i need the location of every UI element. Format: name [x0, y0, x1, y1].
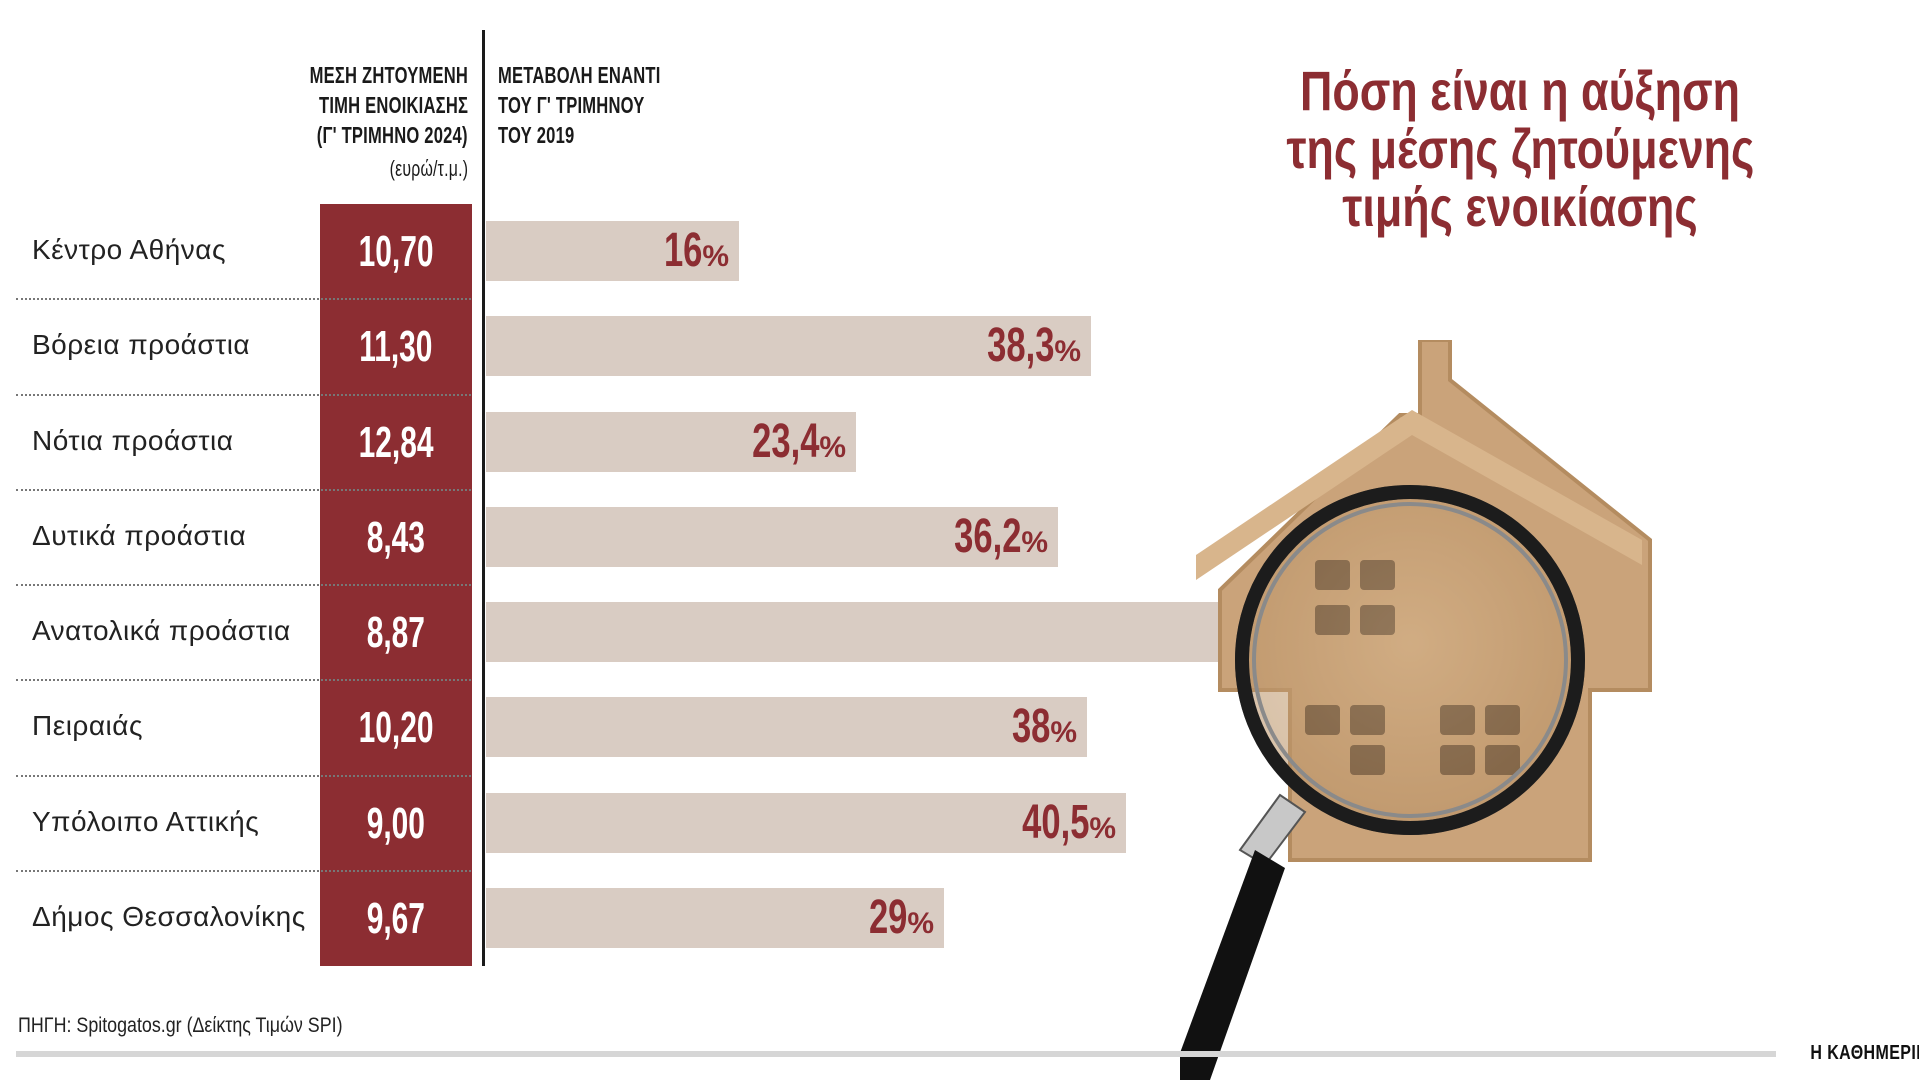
change-bar: 38% — [486, 697, 1087, 758]
price-value-text: 12,84 — [358, 417, 434, 467]
price-value: 8,43 — [320, 513, 472, 563]
change-column-header: ΜΕΤΑΒΟΛΗ ΕΝΑΝΤΙ ΤΟΥ Γ' ΤΡΙΜΗΝΟΥ ΤΟΥ 2019 — [498, 60, 798, 150]
bar-value-label: 36,2% — [928, 509, 1048, 571]
price-value-text: 8,87 — [366, 608, 426, 657]
change-bar: 29% — [486, 887, 944, 948]
price-value: 10,20 — [320, 703, 472, 753]
bar-value-unit: % — [1089, 811, 1116, 845]
bar-value-number: 40,5 — [1022, 795, 1090, 849]
row-divider — [16, 393, 471, 396]
bar-value-label: 16% — [649, 223, 729, 285]
price-value-text: 11,30 — [359, 322, 433, 372]
chart-title: Πόση είναι η αύξηση της μέσης ζητούμενης… — [1170, 62, 1870, 236]
price-header-line-1: ΜΕΣΗ ΖΗΤΟΥΜΕΝΗ — [309, 62, 468, 88]
price-value-text: 10,70 — [358, 227, 434, 276]
row-label: Πειραιάς — [32, 710, 143, 742]
price-header-line-3: (Γ' ΤΡΙΜΗΝΟ 2024) — [317, 122, 468, 148]
row-label: Υπόλοιπο Αττικής — [32, 805, 260, 837]
bar-value-label: 38% — [997, 699, 1077, 761]
row-divider — [16, 298, 471, 301]
bar-value-unit: % — [1050, 716, 1077, 750]
row-label: Ανατολικά προάστια — [32, 615, 291, 646]
bar-value-unit: % — [1021, 525, 1048, 559]
bar-value-label: 23,4% — [726, 414, 846, 476]
bar-value-number: 29 — [868, 890, 908, 944]
row-divider — [16, 869, 471, 872]
price-value: 10,70 — [320, 227, 472, 277]
price-value: 12,84 — [320, 418, 472, 468]
bar-value-unit: % — [1054, 335, 1081, 369]
price-value: 9,67 — [320, 894, 472, 944]
column-separator-line — [482, 30, 485, 966]
change-bar: 23,4% — [486, 411, 856, 472]
row-label: Κέντρο Αθήνας — [32, 234, 226, 265]
row-label: Δήμος Θεσσαλονίκης — [32, 900, 306, 932]
row-label: Δυτικά προάστια — [32, 519, 247, 551]
change-header-line-1: ΜΕΤΑΒΟΛΗ ΕΝΑΝΤΙ — [498, 62, 661, 88]
title-line-1: Πόση είναι η αύξηση — [1300, 59, 1740, 122]
house-magnifier-illustration — [1180, 340, 1652, 1080]
bar-value-number: 36,2 — [954, 509, 1022, 563]
brand-text: Η ΚΑΘΗΜΕΡΙΝΗ — [1810, 1042, 1919, 1064]
price-value: 8,87 — [320, 608, 472, 658]
change-bar: 40,5% — [486, 792, 1126, 853]
row-divider — [16, 488, 471, 491]
price-value: 9,00 — [320, 799, 472, 849]
change-bar: 38,3% — [486, 316, 1091, 377]
price-value-text: 9,67 — [366, 893, 426, 943]
price-column-header: ΜΕΣΗ ΖΗΤΟΥΜΕΝΗ ΤΙΜΗ ΕΝΟΙΚΙΑΣΗΣ (Γ' ΤΡΙΜΗ… — [200, 60, 468, 184]
price-value-text: 10,20 — [358, 703, 434, 753]
change-bar: 36,2% — [486, 506, 1058, 567]
change-header-line-3: ΤΟΥ 2019 — [498, 122, 575, 148]
bar-value-number: 38,3 — [987, 319, 1055, 373]
bar-value-label: 29% — [854, 890, 934, 952]
bar-value-number: 23,4 — [752, 414, 820, 468]
source-note: ΠΗΓΗ: Spitogatos.gr (Δείκτης Τιμών SPI) — [18, 1012, 400, 1040]
brand-logo: Η ΚΑΘΗΜΕΡΙΝΗ — [1778, 1040, 1919, 1066]
bar-value-number: 38 — [1011, 700, 1051, 754]
bar-value-label: 40,5% — [996, 795, 1116, 857]
change-bar: 16% — [486, 221, 739, 281]
price-header-line-2: ΤΙΜΗ ΕΝΟΙΚΙΑΣΗΣ — [318, 92, 468, 118]
bar-value-unit: % — [702, 240, 729, 273]
price-value: 11,30 — [320, 322, 472, 372]
magnifier-icon — [1180, 485, 1585, 1080]
price-header-unit: (ευρώ/τ.μ.) — [389, 156, 468, 181]
bar-value-unit: % — [819, 430, 846, 464]
row-divider — [16, 679, 471, 682]
source-text: ΠΗΓΗ: Spitogatos.gr (Δείκτης Τιμών SPI) — [18, 1014, 343, 1037]
price-value-text: 8,43 — [366, 512, 426, 562]
price-value-text: 9,00 — [366, 798, 426, 848]
row-label: Βόρεια προάστια — [32, 329, 251, 361]
row-divider — [16, 774, 471, 777]
footer-rule — [16, 1051, 1776, 1057]
bar-value-unit: % — [907, 906, 934, 940]
bar-value-label: 38,3% — [961, 318, 1081, 380]
bar-value-number: 16 — [663, 224, 703, 277]
title-line-3: τιμής ενοικίασης — [1342, 175, 1698, 238]
change-header-line-2: ΤΟΥ Γ' ΤΡΙΜΗΝΟΥ — [498, 92, 645, 118]
row-label: Νότια προάστια — [32, 424, 234, 456]
title-line-2: της μέσης ζητούμενης — [1286, 117, 1754, 180]
row-divider — [16, 584, 471, 586]
